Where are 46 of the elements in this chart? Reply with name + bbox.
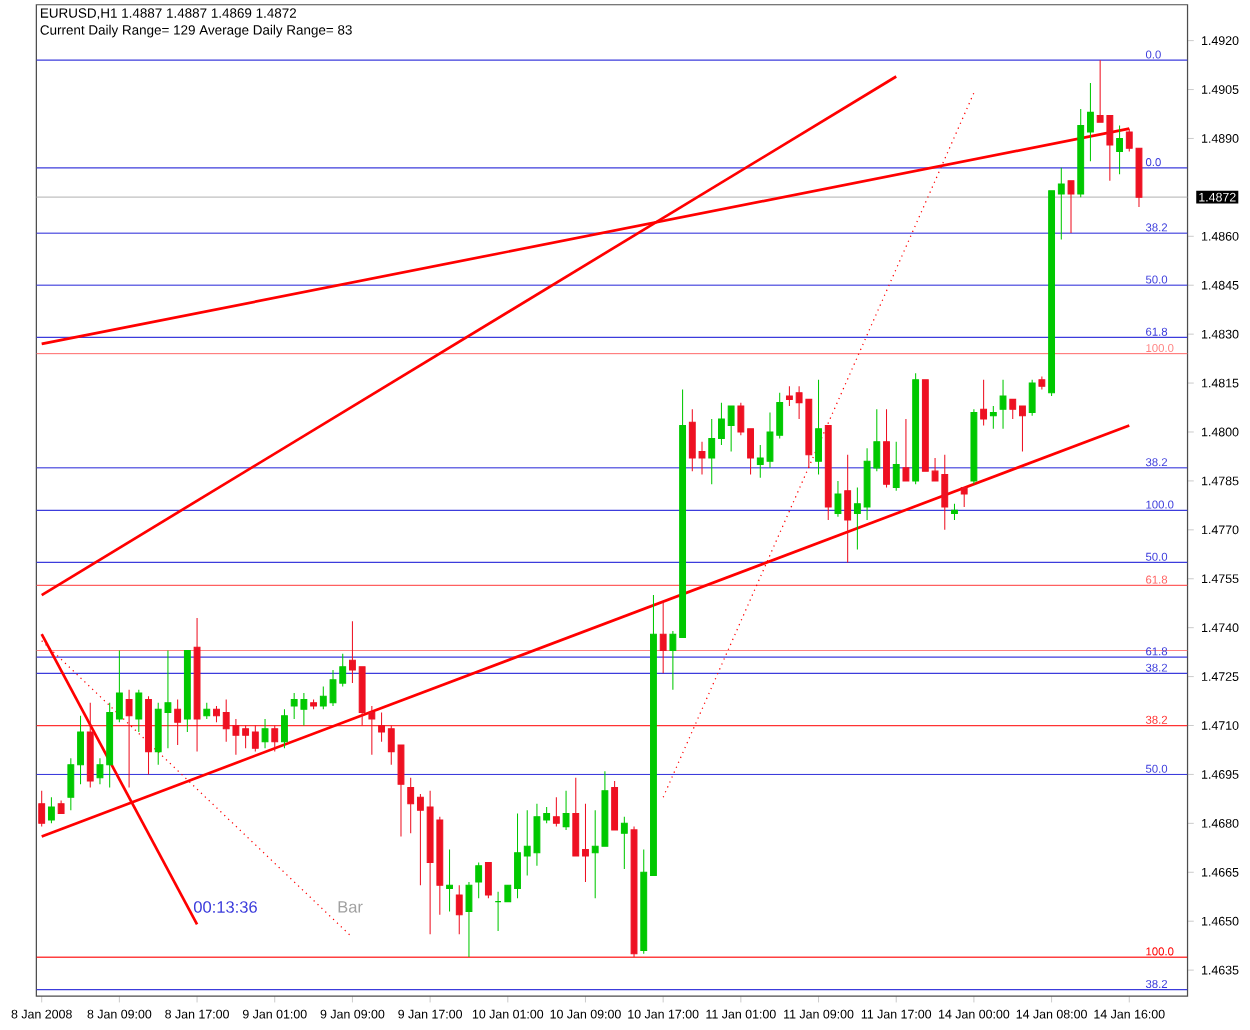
- candlestick: [193, 617, 201, 753]
- candlestick: [815, 379, 822, 476]
- candlestick: [824, 425, 832, 521]
- candlestick: [951, 503, 958, 521]
- candlestick: [484, 862, 492, 900]
- candlestick: [475, 862, 483, 900]
- candlestick: [1038, 376, 1046, 391]
- candlestick: [47, 796, 55, 825]
- candlestick: [125, 689, 133, 789]
- candlestick: [902, 418, 910, 482]
- candlestick: [659, 601, 667, 675]
- candlestick: [980, 379, 988, 427]
- candlestick: [883, 408, 890, 489]
- candlestick: [892, 441, 900, 492]
- candlestick: [145, 695, 152, 776]
- candlestick: [1028, 379, 1036, 417]
- candlestick: [455, 885, 463, 935]
- candlestick: [57, 800, 65, 815]
- candlestick: [562, 790, 570, 831]
- candlestick: [552, 796, 560, 828]
- candlestick: [203, 702, 211, 720]
- candlestick: [630, 826, 638, 958]
- candlestick: [620, 816, 628, 870]
- candlestick: [465, 881, 473, 958]
- candlestick: [1067, 180, 1075, 234]
- candlestick: [271, 725, 279, 753]
- candlestick: [912, 372, 920, 485]
- candlestick: [281, 708, 288, 750]
- candlestick: [989, 405, 997, 430]
- annotation: Bar: [338, 901, 363, 913]
- candlestick: [446, 849, 453, 913]
- candlestick: [611, 780, 619, 831]
- candlestick: [183, 650, 191, 733]
- candlestick: [261, 718, 269, 750]
- candlestick: [834, 480, 842, 518]
- candlestick: [38, 790, 46, 828]
- candlestick: [960, 487, 968, 508]
- candlestick: [135, 689, 143, 733]
- candlestick: [844, 454, 852, 564]
- candlestick: [1116, 125, 1123, 176]
- candlestick: [999, 379, 1007, 430]
- candlestick: [970, 408, 978, 485]
- candlestick: [86, 702, 94, 789]
- candlestick: [174, 699, 182, 746]
- annotation: 00:13:36: [193, 901, 257, 914]
- candlestick: [310, 699, 318, 710]
